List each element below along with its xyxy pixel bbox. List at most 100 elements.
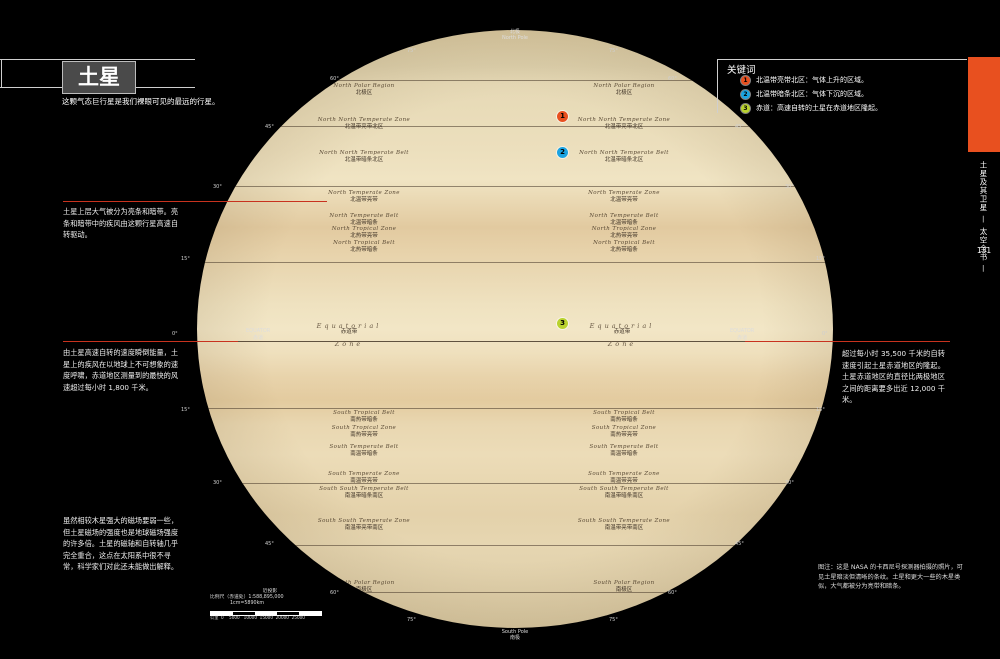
band-line	[197, 126, 833, 127]
zone-en: North Polar Region	[333, 83, 395, 89]
zone-en: North Tropical Zone	[331, 226, 397, 232]
zone-label: North North Temperate Belt 北温带暗条北区	[549, 150, 699, 164]
zone-en: North North Temperate Zone	[317, 117, 411, 123]
scale-projection: 近投影	[262, 589, 278, 594]
key-text-2: 北温带暗条北区：气体下沉的区域。	[756, 90, 868, 98]
zone-en: North North Temperate Belt	[579, 150, 669, 156]
zone-zh: 北温带暗条北区	[344, 157, 384, 163]
zone-en: North Tropical Zone	[591, 226, 657, 232]
page-title: 土星	[78, 65, 120, 89]
zone-zh: 北温带暗条	[610, 220, 638, 226]
zone-label: South South Temperate Zone 南温带亮带南区	[549, 518, 699, 532]
key-item-1: 1 北温带亮带北区：气体上升的区域。	[741, 75, 868, 85]
zone-label: South Temperate Belt 南温带暗条	[549, 444, 699, 458]
left-text-bands: 土星上层大气被分为亮条和暗带。亮条和暗带中的疾风由这颗行星高速自转驱动。	[63, 207, 179, 239]
latitude-label: 45°	[265, 124, 274, 130]
zone-label: South Polar Region 南极区	[289, 580, 439, 594]
latitude-label: 30°	[785, 480, 794, 486]
zone-label: South Tropical Belt 南热带暗条	[549, 410, 699, 424]
zone-zh: 南极区	[615, 587, 633, 593]
zone-zh: 北温带亮带北区	[604, 124, 644, 130]
zone-label: South Polar Region 南极区	[549, 580, 699, 594]
south-pole-label: South Pole 南极	[485, 629, 545, 641]
scale-ratio: 比例尺（赤道处）1:588,895,000	[210, 595, 284, 600]
key-text-3: 赤道：高速自转的土星在赤道地区隆起。	[756, 104, 882, 112]
zone-en: South Tropical Zone	[591, 425, 657, 431]
zone-zh: 南温带亮带南区	[604, 525, 644, 531]
latitude-label: 30°	[213, 480, 222, 486]
title-box: 土星	[62, 61, 136, 94]
latitude-label: 15°	[181, 256, 190, 262]
zone-zh: 南热带亮带	[610, 432, 638, 438]
south-pole-zh: 南极	[509, 635, 520, 641]
band-line	[197, 592, 833, 593]
zone-en: South Polar Region	[593, 580, 655, 586]
zone-zh: 北热带亮带	[610, 233, 638, 239]
zone-zh: 北温带亮带	[350, 197, 378, 203]
zone-label: North Polar Region 北极区	[289, 83, 439, 97]
zone-en: North North Temperate Belt	[319, 150, 409, 156]
zone-zh: 北热带亮带	[350, 233, 378, 239]
band-line	[197, 483, 833, 484]
latitude-label: 30°	[785, 184, 794, 190]
zone-label: North North Temperate Belt 北温带暗条北区	[289, 150, 439, 164]
pointer-line	[63, 341, 238, 342]
scale-unit: 1cm=5890km	[230, 601, 265, 606]
zone-en: North Temperate Belt	[329, 213, 399, 219]
zone-label: South Tropical Zone 南热带亮带	[289, 425, 439, 439]
zone-en: South Temperate Belt	[329, 444, 399, 450]
zone-label: North Tropical Zone 北热带亮带	[289, 226, 439, 240]
zone-en: South Temperate Belt	[589, 444, 659, 450]
key-marker-1: 1	[557, 111, 568, 122]
zone-label: North North Temperate Zone 北温带亮带北区	[289, 117, 439, 131]
zone-en: North Temperate Zone	[588, 190, 660, 196]
right-text-equator: 超过每小时 35,500 千米的自转速度引起土星赤道地区的隆起。土星赤道地区的直…	[842, 349, 945, 404]
equator-word: Equatorial	[316, 322, 382, 330]
key-dot-1: 1	[741, 75, 750, 85]
zone-en: South South Temperate Belt	[319, 486, 409, 492]
south-pole-en: South Pole	[501, 629, 529, 635]
band-line	[197, 80, 833, 81]
key-rule-left	[717, 59, 718, 113]
scale-bar	[210, 611, 322, 616]
latitude-label: 45°	[735, 124, 744, 130]
zone-label: 赤道带	[547, 329, 697, 336]
zone-zh: 南热带亮带	[350, 432, 378, 438]
zone-label: South Tropical Zone 南热带亮带	[549, 425, 699, 439]
left-text-magnetic: 虽然相较木星强大的磁场要弱一些，但土星磁场的强度也是地球磁场强度的许多倍。土星的…	[63, 516, 179, 571]
zone-en: North Polar Region	[593, 83, 655, 89]
key-item-2: 2 北温带暗条北区：气体下沉的区域。	[741, 89, 868, 99]
latitude-label: 75°	[609, 617, 618, 623]
key-rule-top	[717, 59, 967, 60]
zone-en: South Polar Region	[333, 580, 395, 586]
zone-zh: 南温带暗条	[610, 451, 638, 457]
equator-word: Equatorial	[589, 322, 655, 330]
equator-zh: 赤道	[253, 335, 264, 341]
zone-zh: 北热带暗条	[350, 247, 378, 253]
zone-label: South South Temperate Belt 南温带暗条南区	[289, 486, 439, 500]
zone-zh: 北温带暗条北区	[604, 157, 644, 163]
scale-legend: 近投影 比例尺（赤道处）1:588,895,000 1cm=5890km	[210, 589, 330, 607]
zone-zh: 南热带暗条	[350, 417, 378, 423]
zone-en: South Temperate Zone	[588, 471, 660, 477]
zone-zh: 北温带亮带北区	[344, 124, 384, 130]
zone-zh: 南温带亮带南区	[344, 525, 384, 531]
zone-label: South Temperate Zone 南温带亮带	[289, 471, 439, 485]
chapter-tab	[968, 57, 1000, 152]
image-caption: 图注：这是 NASA 的卡西尼号探测器拍摄的照片，可见土星暗淡但清晰的条纹。土星…	[818, 564, 963, 590]
pointer-line	[745, 341, 950, 342]
zone-label: North Tropical Zone 北热带亮带	[549, 226, 699, 240]
equator-label-right: EQUATOR 赤道	[730, 328, 754, 341]
latitude-label: 60°	[668, 76, 677, 82]
zone-zh: 南温带暗条	[350, 451, 378, 457]
latitude-label: 60°	[668, 590, 677, 596]
north-pole-label: 北极 North Pole	[485, 29, 545, 41]
zone-zh: 南热带暗条	[610, 417, 638, 423]
zone-label: South South Temperate Belt 南温带暗条南区	[549, 486, 699, 500]
band-line	[197, 408, 833, 409]
latitude-label: 60°	[330, 590, 339, 596]
latitude-label: 75°	[609, 48, 618, 54]
latitude-label: 45°	[735, 541, 744, 547]
latitude-label: 45°	[265, 541, 274, 547]
